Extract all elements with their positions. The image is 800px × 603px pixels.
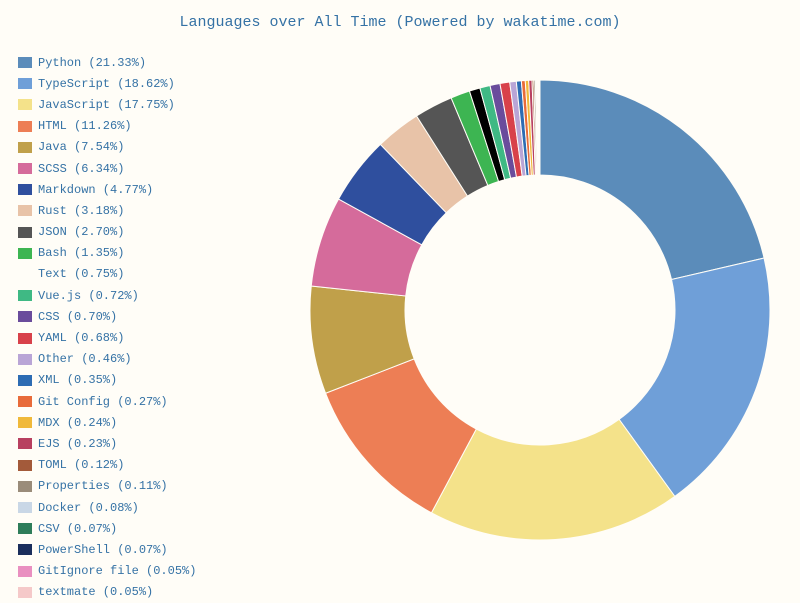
legend-swatch	[18, 227, 32, 238]
legend-item: Properties (0.11%)	[18, 476, 268, 497]
legend-label: Java (7.54%)	[38, 140, 124, 154]
legend-label: JavaScript (17.75%)	[38, 98, 175, 112]
legend-label: Other (0.46%)	[38, 352, 132, 366]
legend-label: MDX (0.24%)	[38, 416, 117, 430]
legend-item: EJS (0.23%)	[18, 433, 268, 454]
legend: Python (21.33%) TypeScript (18.62%) JavaSc…	[18, 52, 268, 603]
legend-label: JSON (2.70%)	[38, 225, 124, 239]
legend-swatch	[18, 269, 32, 280]
legend-swatch	[18, 502, 32, 513]
legend-swatch	[18, 481, 32, 492]
legend-label: Rust (3.18%)	[38, 204, 124, 218]
legend-swatch	[18, 121, 32, 132]
donut-chart	[300, 70, 780, 550]
legend-swatch	[18, 248, 32, 259]
legend-label: CSV (0.07%)	[38, 522, 117, 536]
legend-item: Vue.js (0.72%)	[18, 285, 268, 306]
legend-swatch	[18, 460, 32, 471]
legend-label: CSS (0.70%)	[38, 310, 117, 324]
legend-label: HTML (11.26%)	[38, 119, 132, 133]
donut-slice	[539, 80, 540, 175]
chart-title: Languages over All Time (Powered by waka…	[0, 0, 800, 31]
legend-swatch	[18, 566, 32, 577]
legend-item: SCSS (6.34%)	[18, 158, 268, 179]
legend-swatch	[18, 438, 32, 449]
legend-item: Git Config (0.27%)	[18, 391, 268, 412]
legend-label: Docker (0.08%)	[38, 501, 139, 515]
legend-swatch	[18, 375, 32, 386]
legend-item: MDX (0.24%)	[18, 412, 268, 433]
legend-swatch	[18, 417, 32, 428]
legend-swatch	[18, 523, 32, 534]
legend-label: YAML (0.68%)	[38, 331, 124, 345]
legend-swatch	[18, 205, 32, 216]
legend-item: Text (0.75%)	[18, 264, 268, 285]
legend-label: Text (0.75%)	[38, 267, 124, 281]
legend-swatch	[18, 587, 32, 598]
legend-swatch	[18, 78, 32, 89]
legend-swatch	[18, 163, 32, 174]
legend-item: HTML (11.26%)	[18, 116, 268, 137]
legend-label: SCSS (6.34%)	[38, 162, 124, 176]
legend-item: Java (7.54%)	[18, 137, 268, 158]
legend-item: Python (21.33%)	[18, 52, 268, 73]
legend-item: PowerShell (0.07%)	[18, 539, 268, 560]
legend-swatch	[18, 396, 32, 407]
legend-item: CSS (0.70%)	[18, 306, 268, 327]
legend-swatch	[18, 333, 32, 344]
legend-item: Rust (3.18%)	[18, 200, 268, 221]
legend-item: JavaScript (17.75%)	[18, 94, 268, 115]
legend-item: JSON (2.70%)	[18, 222, 268, 243]
legend-item: Markdown (4.77%)	[18, 179, 268, 200]
legend-label: TOML (0.12%)	[38, 458, 124, 472]
legend-swatch	[18, 311, 32, 322]
legend-item: Other (0.46%)	[18, 349, 268, 370]
legend-item: CSV (0.07%)	[18, 518, 268, 539]
legend-item: Bash (1.35%)	[18, 243, 268, 264]
legend-label: XML (0.35%)	[38, 373, 117, 387]
legend-swatch	[18, 544, 32, 555]
legend-swatch	[18, 290, 32, 301]
legend-label: PowerShell (0.07%)	[38, 543, 168, 557]
legend-item: Docker (0.08%)	[18, 497, 268, 518]
legend-label: Properties (0.11%)	[38, 479, 168, 493]
legend-label: textmate (0.05%)	[38, 585, 153, 599]
legend-label: Vue.js (0.72%)	[38, 289, 139, 303]
legend-label: Bash (1.35%)	[38, 246, 124, 260]
legend-item: TypeScript (18.62%)	[18, 73, 268, 94]
legend-label: GitIgnore file (0.05%)	[38, 564, 196, 578]
legend-label: Git Config (0.27%)	[38, 395, 168, 409]
legend-swatch	[18, 142, 32, 153]
legend-swatch	[18, 184, 32, 195]
legend-item: TOML (0.12%)	[18, 455, 268, 476]
legend-item: GitIgnore file (0.05%)	[18, 561, 268, 582]
legend-swatch	[18, 57, 32, 68]
legend-label: EJS (0.23%)	[38, 437, 117, 451]
legend-item: YAML (0.68%)	[18, 327, 268, 348]
donut-slice	[540, 80, 764, 280]
legend-label: TypeScript (18.62%)	[38, 77, 175, 91]
legend-label: Markdown (4.77%)	[38, 183, 153, 197]
legend-swatch	[18, 354, 32, 365]
legend-swatch	[18, 99, 32, 110]
legend-label: Python (21.33%)	[38, 56, 146, 70]
legend-item: XML (0.35%)	[18, 370, 268, 391]
